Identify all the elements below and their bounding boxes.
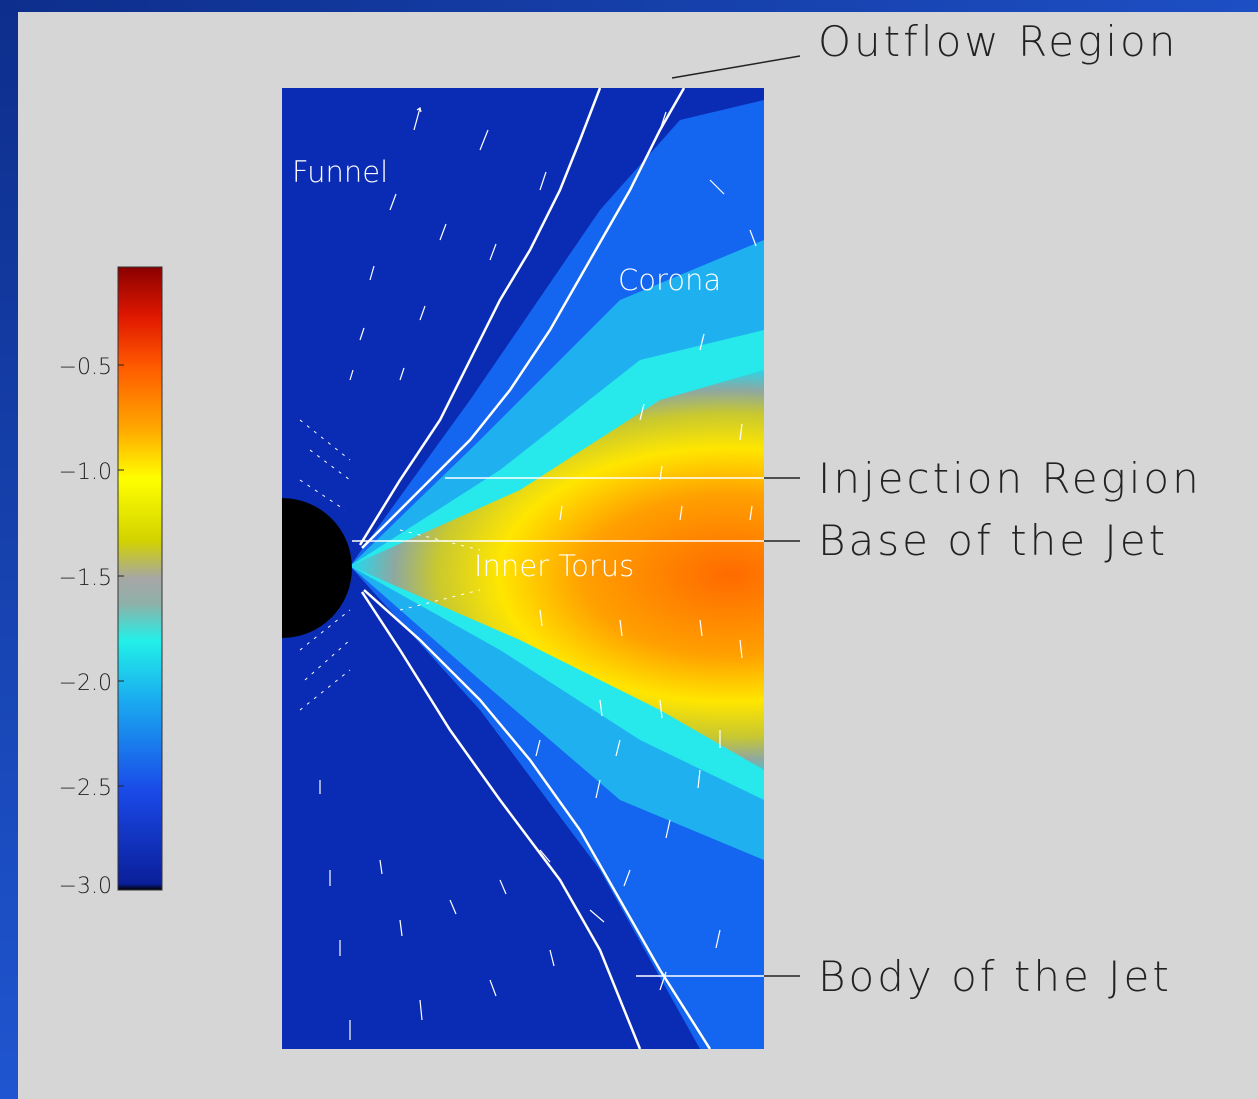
- jet-boundary-outer-upper: [361, 88, 686, 549]
- jet-boundary-outer-lower: [363, 589, 712, 1049]
- body-of-jet-label: Body of the Jet: [818, 952, 1172, 1001]
- simulation-plot: [282, 88, 764, 1049]
- colorbar-tick-label: −0.5: [59, 355, 112, 380]
- callout-leaders-inner: [352, 477, 764, 977]
- colorbar-tick-label: −1.0: [59, 460, 112, 485]
- colorbar-ramp: [117, 266, 163, 891]
- colorbar-tick-label: −2.5: [59, 776, 112, 801]
- colorbar: −0.5 −1.0 −1.5 −2.0 −2.5 −3.0: [59, 266, 163, 899]
- outflow-region-label: Outflow Region: [818, 17, 1178, 66]
- colorbar-tick-label: −1.5: [59, 566, 112, 591]
- top-frame-band: [0, 0, 1258, 12]
- base-of-jet-label: Base of the Jet: [818, 516, 1168, 565]
- left-frame-band: [0, 0, 18, 1099]
- corona-label: Corona: [618, 263, 721, 297]
- black-hole: [282, 498, 352, 638]
- colorbar-tick-label: −2.0: [59, 671, 112, 696]
- inner-torus-label: Inner Torus: [474, 549, 634, 583]
- funnel-label: Funnel: [292, 155, 388, 189]
- colorbar-tick-label: −3.0: [59, 874, 112, 899]
- jet-boundary-inner-lower: [360, 591, 642, 1049]
- inner-torus-field: [350, 370, 764, 770]
- near-horizon-arrows: [299, 419, 481, 711]
- outflow-leader-line: [671, 55, 801, 79]
- jet-boundary-inner-upper: [358, 88, 602, 546]
- velocity-field-arrows: [319, 107, 757, 1040]
- injection-region-label: Injection Region: [818, 454, 1202, 503]
- callout-leaders: [671, 55, 801, 977]
